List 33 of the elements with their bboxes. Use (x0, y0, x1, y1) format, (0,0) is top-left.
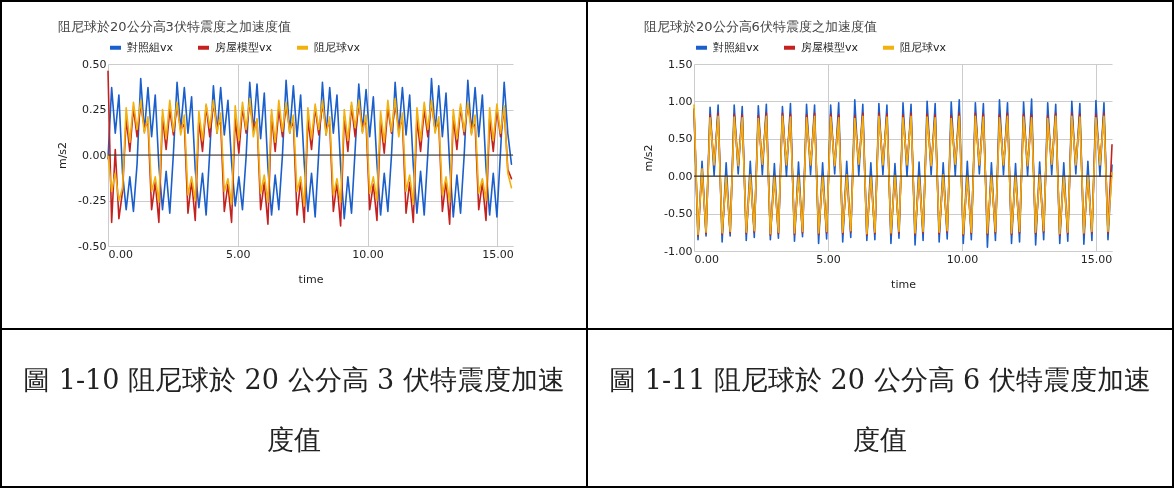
y-tick-label: 0.50 (668, 132, 693, 146)
x-axis-title: time (891, 277, 917, 291)
y-tick-label: -0.50 (664, 207, 693, 221)
y-tick-label: -1.00 (664, 244, 693, 258)
legend-label: 對照組vx (713, 40, 760, 54)
y-tick-label: 1.50 (668, 57, 693, 71)
y-tick-label: 0.50 (82, 57, 107, 71)
y-axis-title: m/s2 (642, 144, 656, 172)
legend-label: 阻尼球vx (314, 40, 361, 54)
y-tick-label: 0.00 (668, 169, 693, 183)
x-tick-label: 10.00 (946, 252, 979, 266)
x-tick-label: 0.00 (694, 252, 719, 266)
y-axis-title: m/s2 (56, 141, 70, 170)
y-tick-label: 0.00 (82, 148, 107, 162)
caption: 圖 1-10 阻尼球於 20 公分高 3 伏特震度加速度值 (22, 363, 566, 457)
x-tick-label: 15.00 (1080, 252, 1113, 266)
x-tick-label: 0.00 (108, 247, 133, 261)
chart-title: 阻尼球於20公分高6伏特震度之加速度值 (644, 19, 877, 34)
x-tick-label: 5.00 (816, 252, 841, 266)
x-tick-label: 5.00 (226, 247, 251, 261)
caption: 圖 1-11 阻尼球於 20 公分高 6 伏特震度加速度值 (608, 363, 1152, 457)
y-tick-label: -0.25 (78, 194, 107, 207)
y-tick-label: -0.50 (78, 239, 107, 253)
y-tick-label: 0.25 (82, 103, 107, 116)
x-tick-label: 10.00 (352, 247, 384, 261)
x-tick-label: 15.00 (482, 247, 514, 261)
legend-label: 阻尼球vx (900, 40, 947, 54)
y-tick-label: 1.00 (668, 94, 693, 108)
legend-label: 對照組vx (127, 40, 174, 54)
legend-label: 房屋模型vx (801, 40, 859, 54)
x-axis-title: time (298, 272, 324, 286)
chart-title: 阻尼球於20公分高3伏特震度之加速度值 (58, 19, 291, 34)
legend-label: 房屋模型vx (215, 40, 273, 54)
